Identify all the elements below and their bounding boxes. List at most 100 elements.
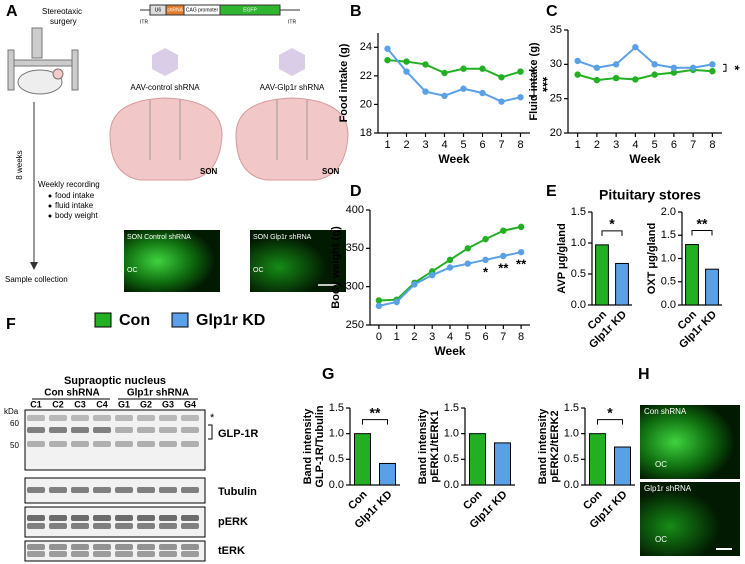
x-tick-label: 6: [479, 139, 485, 151]
bar: [685, 244, 699, 306]
data-point: [517, 223, 525, 231]
blot-band: [159, 523, 177, 529]
y-axis-label: AVP μg/gland: [556, 223, 568, 294]
y-tick-label: 400: [346, 204, 364, 216]
bullet: [48, 214, 52, 218]
blot-band: [71, 551, 89, 557]
data-point: [464, 260, 471, 267]
y-axis-label: pERK1/tERK1: [429, 410, 441, 482]
lane-label: G4: [184, 399, 196, 409]
y-axis-label: Body weight (g): [330, 226, 342, 309]
lane-label: G1: [118, 399, 130, 409]
y-tick-label: 25: [550, 93, 562, 105]
x-tick-label: 5: [460, 139, 466, 151]
blot-frame: [24, 409, 206, 471]
x-tick-label: 6: [671, 139, 677, 151]
panel-label: H: [638, 366, 650, 383]
data-point: [429, 271, 436, 279]
x-tick-label: 0: [376, 331, 382, 343]
blot-band: [93, 515, 111, 521]
x-tick-label: 7: [500, 331, 506, 343]
data-point: [422, 61, 429, 68]
x-tick-label: 7: [690, 139, 696, 151]
image-region: OC: [253, 267, 264, 274]
y-tick-label: 0.0: [661, 299, 676, 311]
y-tick-label: 22: [360, 70, 372, 82]
blot-band: [49, 427, 67, 433]
surgery-label: surgery: [50, 17, 77, 26]
blot-band: [27, 523, 45, 529]
construct-label: ITR: [288, 19, 296, 25]
data-point: [375, 302, 383, 310]
blot-band: [159, 544, 177, 550]
aav-icon: [152, 48, 178, 76]
data-point: [441, 92, 448, 100]
blot-band: [27, 551, 45, 557]
significance: *: [728, 65, 743, 71]
y-tick-label: 1.0: [661, 252, 676, 264]
data-point: [403, 68, 410, 75]
blot-band: [93, 487, 111, 493]
construct-label: CAG promoter: [186, 7, 219, 13]
blot-band: [49, 523, 67, 529]
blot-label: pERK: [218, 516, 248, 528]
series-line: [387, 59, 521, 79]
significance: *: [607, 404, 613, 420]
vector-label: AAV-control shRNA: [130, 83, 200, 92]
y-tick-label: 0.5: [444, 453, 459, 465]
blot-band: [137, 515, 155, 521]
y-tick-label: 1.5: [444, 402, 459, 414]
y-tick-label: 1.0: [444, 428, 459, 440]
blot-band: [49, 544, 67, 550]
blot-band: [27, 515, 45, 521]
blot-band: [159, 515, 177, 521]
brain-label: SON: [322, 167, 340, 176]
micrograph: [250, 230, 346, 292]
stereotaxic-frame: [7, 27, 79, 95]
blot-band: [181, 523, 199, 529]
data-point: [393, 298, 400, 306]
recording-item: fluid intake: [55, 201, 94, 210]
blot-band: [93, 441, 111, 447]
blot-frame: [24, 506, 206, 538]
y-tick-label: 30: [550, 58, 562, 70]
data-point: [460, 65, 467, 72]
blot-band: [137, 427, 155, 433]
bar: [494, 442, 511, 486]
brain-label: SON: [200, 167, 218, 176]
data-point: [632, 43, 639, 51]
y-tick-label: 1.5: [661, 229, 676, 241]
image-region: OC: [127, 267, 138, 274]
data-point: [464, 245, 471, 252]
bullet: [48, 204, 52, 208]
x-tick-label: 3: [613, 139, 619, 151]
blot-band: [137, 415, 155, 421]
blot-band: [181, 441, 199, 447]
x-tick-label: 3: [422, 139, 428, 151]
x-tick-label: 1: [384, 139, 390, 151]
panel-label: B: [350, 3, 362, 20]
data-point: [632, 76, 639, 83]
blot-band: [93, 544, 111, 550]
y-tick-label: 0.0: [564, 479, 579, 491]
y-tick-label: 0.0: [329, 479, 344, 491]
image-region: OC: [655, 535, 667, 544]
data-point: [689, 64, 697, 71]
bar: [595, 244, 609, 306]
data-point: [446, 256, 454, 264]
data-point: [517, 248, 525, 256]
lane-label: C1: [30, 399, 42, 409]
blot-band: [93, 523, 111, 529]
blot-band: [115, 523, 133, 529]
recording-title: Weekly recording: [38, 180, 100, 189]
lane-label: C2: [52, 399, 64, 409]
duration: 8 weeks: [15, 150, 24, 179]
x-tick-label: 4: [447, 331, 453, 343]
data-point: [593, 76, 601, 84]
data-point: [651, 71, 658, 78]
data-point: [411, 281, 418, 288]
blot-band: [115, 441, 133, 447]
data-point: [709, 61, 716, 68]
data-point: [498, 98, 505, 105]
bullet: [48, 194, 52, 198]
